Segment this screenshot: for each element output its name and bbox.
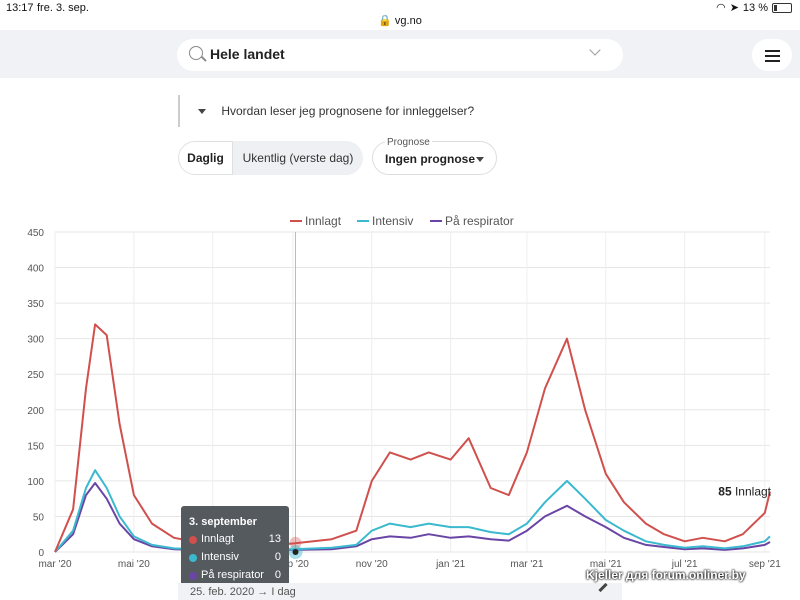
y-tick-label: 200 (27, 406, 44, 417)
tooltip-row-innlagt: Innlagt 13 (189, 533, 281, 547)
x-tick-label: mar '21 (510, 559, 543, 570)
legend-label-2: På respirator (445, 214, 514, 228)
y-tick-label: 350 (27, 299, 44, 310)
date-range-bar[interactable]: 25. feb. 2020 → I dag (178, 583, 622, 600)
innlagt-dot (189, 536, 197, 544)
tooltip-row-intensiv: Intensiv 0 (189, 551, 281, 565)
x-tick-label: mai '20 (118, 559, 150, 570)
x-tick-label: mar '20 (38, 559, 71, 570)
x-tick-label: jan '21 (435, 559, 466, 570)
y-tick-label: 100 (27, 477, 44, 488)
tooltip-title: 3. september (189, 516, 257, 528)
edit-icon[interactable] (598, 583, 607, 592)
intensiv-dot (189, 554, 197, 562)
y-tick-label: 300 (27, 335, 44, 346)
x-tick-label: nov '20 (356, 559, 388, 570)
respirator-dot (189, 572, 197, 580)
y-tick-label: 0 (38, 548, 44, 559)
y-tick-label: 400 (27, 264, 44, 275)
chart-tooltip: 3. september Innlagt 13 Intensiv 0 På re… (181, 506, 289, 592)
series-line-0 (55, 324, 770, 552)
date-range-text: 25. feb. 2020 → I dag (190, 586, 296, 598)
x-tick-label: sep '21 (749, 559, 781, 570)
y-tick-label: 150 (27, 441, 44, 452)
end-value-label: 85 Innlagt (718, 485, 771, 499)
hover-marker-point (292, 549, 298, 555)
y-tick-label: 450 (27, 228, 44, 239)
legend-label-1: Intensiv (372, 214, 413, 228)
series-line-2 (55, 483, 770, 552)
series-line-1 (55, 470, 770, 552)
legend-label-0: Innlagt (305, 214, 342, 228)
watermark: Kjeller для forum.onliner.by (586, 568, 746, 582)
y-tick-label: 50 (33, 512, 45, 523)
tooltip-row-respirator: På respirator 0 (189, 569, 281, 583)
y-tick-label: 250 (27, 370, 44, 381)
